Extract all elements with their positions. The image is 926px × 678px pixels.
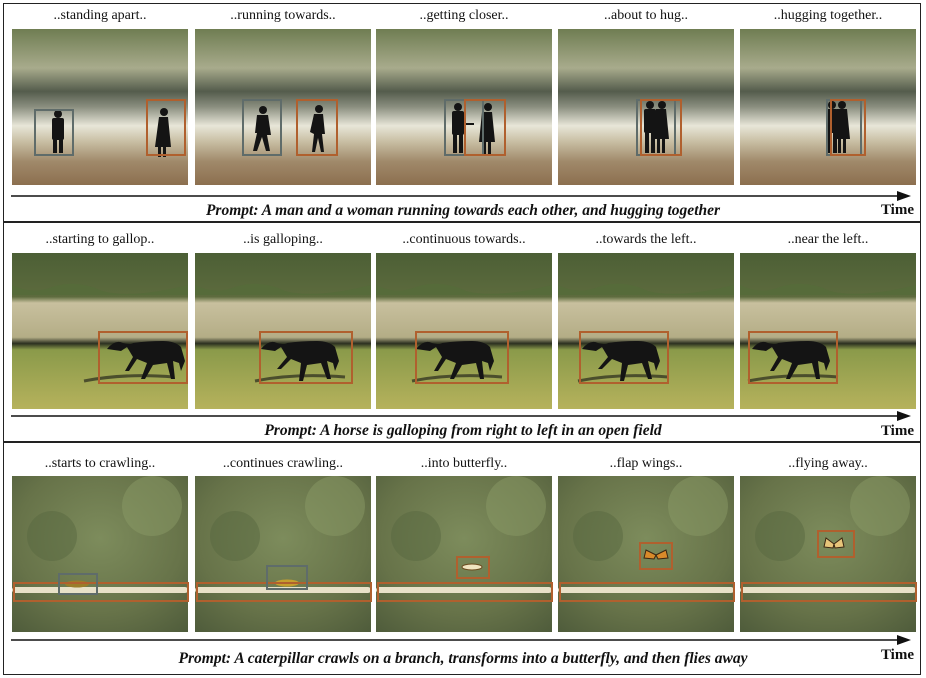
woman-bounding-box-3 bbox=[464, 99, 506, 156]
branch-bounding-box-3 bbox=[377, 582, 553, 602]
time-arrow-3 bbox=[11, 635, 911, 645]
branch bbox=[12, 587, 188, 593]
man-bounding-box-2 bbox=[242, 99, 282, 156]
woman-bounding-box-2 bbox=[296, 99, 338, 156]
butterfly bbox=[461, 563, 483, 571]
frame-row3-1 bbox=[12, 476, 188, 632]
caption-row3-frame3: ..into butterfly.. bbox=[420, 456, 508, 471]
butterfly-bounding-box-3 bbox=[456, 556, 490, 579]
caption-row3-frame5: ..flying away.. bbox=[788, 456, 868, 471]
frame-row3-5 bbox=[740, 476, 916, 632]
time-arrow-2 bbox=[11, 411, 911, 421]
caption-row2-frame4: ..towards the left.. bbox=[595, 232, 697, 247]
man-silhouette bbox=[52, 110, 64, 153]
time-arrow-1 bbox=[11, 191, 911, 201]
prompt-row-1: Prompt: A man and a woman running toward… bbox=[205, 202, 721, 219]
caption-row2-frame2: ..is galloping.. bbox=[243, 232, 323, 247]
caption-row2-frame1: ..starting to gallop.. bbox=[45, 232, 155, 247]
butterfly-bounding-box-5 bbox=[817, 530, 855, 558]
branch-bounding-box-1 bbox=[13, 582, 189, 602]
caterpillar-bounding-box-2 bbox=[266, 565, 308, 590]
frame-row1-1 bbox=[12, 29, 188, 185]
caption-row1-frame1: ..standing apart.. bbox=[53, 8, 147, 23]
time-label-row-3: Time bbox=[880, 647, 914, 663]
caption-row1-frame4: ..about to hug.. bbox=[604, 8, 688, 23]
frame-row1-5 bbox=[740, 29, 916, 185]
panel-row-1 bbox=[3, 3, 921, 222]
caterpillar-bounding-box-1 bbox=[58, 573, 98, 595]
horse-bounding-box-3 bbox=[415, 331, 509, 384]
caption-row3-frame1: ..starts to crawling.. bbox=[44, 456, 156, 471]
caption-row3-frame4: ..flap wings.. bbox=[609, 456, 683, 471]
woman-bounding-box-4 bbox=[640, 99, 682, 156]
woman-silhouette bbox=[155, 108, 171, 157]
woman-bounding-box-1 bbox=[146, 99, 186, 156]
prompt-row-2: Prompt: A horse is galloping from right … bbox=[264, 422, 662, 439]
man-bounding-box-1 bbox=[34, 109, 74, 156]
prompt-row-3: Prompt: A caterpillar crawls on a branch… bbox=[178, 650, 748, 667]
horse-silhouette bbox=[107, 341, 185, 379]
frame-row1-2 bbox=[195, 29, 371, 185]
frame-row1-4 bbox=[558, 29, 734, 185]
time-label-row-1: Time bbox=[880, 202, 914, 218]
panel-row-3 bbox=[3, 442, 921, 675]
frame-row3-2 bbox=[195, 476, 371, 632]
branch-bounding-box-2 bbox=[196, 582, 372, 602]
branch-bounding-box-5 bbox=[741, 582, 917, 602]
caption-row1-frame5: ..hugging together.. bbox=[773, 8, 883, 23]
horse-bounding-box-5 bbox=[748, 331, 838, 384]
woman-bounding-box-5 bbox=[830, 99, 866, 156]
horse-bounding-box-4 bbox=[579, 331, 669, 384]
panel-row-2 bbox=[3, 222, 921, 442]
horse-bounding-box-2 bbox=[259, 331, 353, 384]
caption-row3-frame2: ..continues crawling.. bbox=[222, 456, 344, 471]
frame-row3-3 bbox=[376, 476, 552, 632]
caption-row2-frame3: ..continuous towards.. bbox=[402, 232, 526, 247]
butterfly-bounding-box-4 bbox=[639, 542, 673, 570]
caption-row1-frame3: ..getting closer.. bbox=[419, 8, 509, 23]
frame-row3-4 bbox=[558, 476, 734, 632]
caption-row1-frame2: ..running towards.. bbox=[230, 8, 336, 23]
horse-bounding-box-1 bbox=[98, 331, 188, 384]
time-label-row-2: Time bbox=[880, 423, 914, 439]
branch-bounding-box-4 bbox=[559, 582, 735, 602]
caption-row2-frame5: ..near the left.. bbox=[787, 232, 869, 247]
